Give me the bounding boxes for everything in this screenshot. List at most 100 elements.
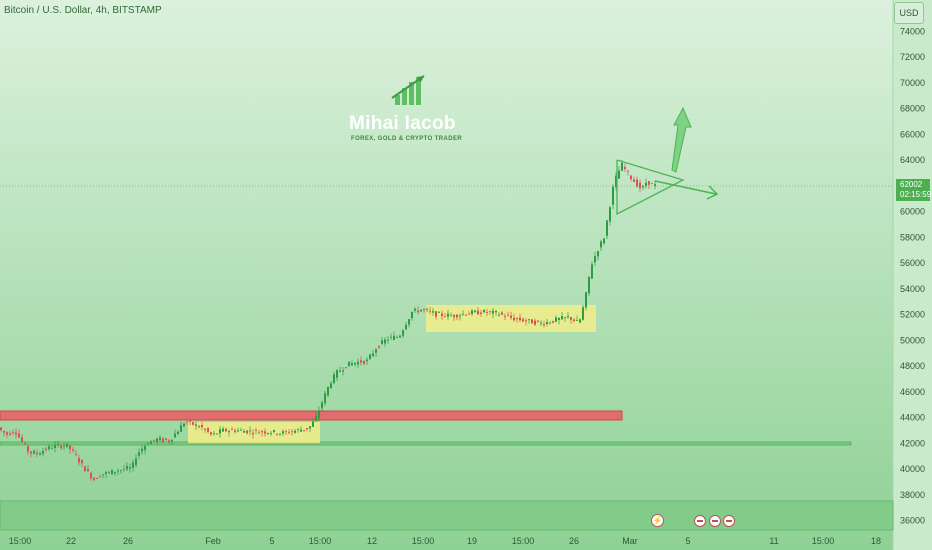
- candle-up: [249, 430, 251, 432]
- breakout-arrow-right[interactable]: [654, 180, 719, 200]
- candle-down: [345, 367, 347, 369]
- candle-up: [66, 443, 68, 447]
- candle-up: [450, 315, 452, 317]
- candle-up: [483, 309, 485, 313]
- candle-up: [114, 471, 116, 474]
- candle-up: [228, 431, 230, 433]
- candle-up: [300, 429, 302, 432]
- candle-up: [642, 186, 644, 188]
- time-axis[interactable]: 15:00 22 26 Feb 5 15:00 12 15:00 19 15:00 26 Mar 5 11…: [9, 536, 881, 546]
- candle-up: [432, 311, 434, 313]
- candle-up: [399, 335, 401, 338]
- candle-down: [639, 182, 641, 189]
- candle-up: [150, 441, 152, 445]
- candle-up: [549, 322, 551, 324]
- time-tick-label: 26: [569, 536, 579, 546]
- candle-down: [291, 431, 293, 433]
- candle-up: [540, 322, 542, 324]
- candle-up: [408, 319, 410, 325]
- candle-up: [411, 311, 413, 319]
- candle-up: [309, 426, 311, 429]
- flash-icon[interactable]: ⚡: [651, 514, 664, 527]
- candle-up: [330, 383, 332, 389]
- candle-up: [462, 313, 464, 315]
- candle-down: [633, 179, 635, 182]
- candle-down: [522, 319, 524, 322]
- candle-up: [603, 238, 605, 244]
- candle-down: [501, 312, 503, 315]
- candle-up: [546, 322, 548, 324]
- logo-mark: [391, 75, 425, 105]
- economic-event-icon[interactable]: [709, 515, 721, 527]
- candle-down: [489, 311, 491, 313]
- candle-up: [351, 363, 353, 366]
- candle-up: [177, 431, 179, 435]
- candle-up: [405, 324, 407, 330]
- candle-down: [90, 472, 92, 479]
- candle-up: [402, 330, 404, 336]
- time-tick-label: 15:00: [512, 536, 535, 546]
- candle-up: [591, 264, 593, 279]
- candle-down: [6, 432, 8, 435]
- candle-up: [600, 241, 602, 248]
- candle-down: [225, 428, 227, 432]
- candle-up: [297, 429, 299, 430]
- economic-event-icon[interactable]: [694, 515, 706, 527]
- candle-up: [381, 340, 383, 344]
- candle-up: [126, 466, 128, 470]
- breakout-arrow-up[interactable]: [671, 106, 692, 173]
- candle-down: [162, 438, 164, 442]
- time-tick-label: 18: [871, 536, 881, 546]
- triangle-pattern[interactable]: [616, 159, 685, 216]
- candle-up: [174, 433, 176, 438]
- candle-up: [387, 339, 389, 341]
- time-tick-label: 15:00: [412, 536, 435, 546]
- price-tick-label: 64000: [900, 155, 925, 165]
- candle-down: [252, 432, 254, 435]
- candle-up: [336, 370, 338, 378]
- candle-up: [48, 446, 50, 450]
- candle-down: [210, 432, 212, 435]
- chart-title: Bitcoin / U.S. Dollar, 4h, BITSTAMP: [4, 5, 162, 16]
- price-tick-label: 38000: [900, 490, 925, 500]
- candle-up: [564, 317, 566, 318]
- candle-up: [495, 310, 497, 313]
- candle-down: [570, 317, 572, 320]
- bottom-zone[interactable]: [0, 500, 894, 531]
- candle-down: [153, 439, 155, 441]
- candle-up: [447, 313, 449, 317]
- candle-down: [30, 451, 32, 454]
- candle-down: [99, 476, 101, 478]
- candle-up: [396, 337, 398, 338]
- economic-event-icon[interactable]: [723, 515, 735, 527]
- candle-down: [264, 431, 266, 434]
- price-tick-label: 72000: [900, 52, 925, 62]
- support-line[interactable]: [0, 441, 852, 446]
- candle-down: [204, 428, 206, 430]
- price-tick-label: 68000: [900, 104, 925, 114]
- candle-down: [435, 311, 437, 317]
- candle-down: [246, 430, 248, 434]
- time-tick-label: 15:00: [309, 536, 332, 546]
- candle-up: [180, 425, 182, 432]
- candle-up: [612, 186, 614, 205]
- candlestick-series: [0, 159, 656, 482]
- candle-up: [138, 452, 140, 456]
- candle-up: [528, 319, 530, 320]
- candle-up: [342, 370, 344, 372]
- candle-down: [573, 319, 575, 322]
- candle-down: [441, 313, 443, 317]
- candle-up: [426, 309, 428, 310]
- candle-up: [576, 320, 578, 321]
- currency-button[interactable]: USD: [894, 2, 924, 24]
- candle-up: [120, 470, 122, 471]
- consolidation-zone-1[interactable]: [188, 422, 320, 443]
- candle-down: [123, 468, 125, 470]
- candle-down: [360, 360, 362, 363]
- price-tick-label: 48000: [900, 361, 925, 371]
- candle-down: [93, 477, 95, 481]
- resistance-zone[interactable]: [0, 410, 623, 421]
- price-tick-label: 54000: [900, 284, 925, 294]
- candle-up: [117, 470, 119, 472]
